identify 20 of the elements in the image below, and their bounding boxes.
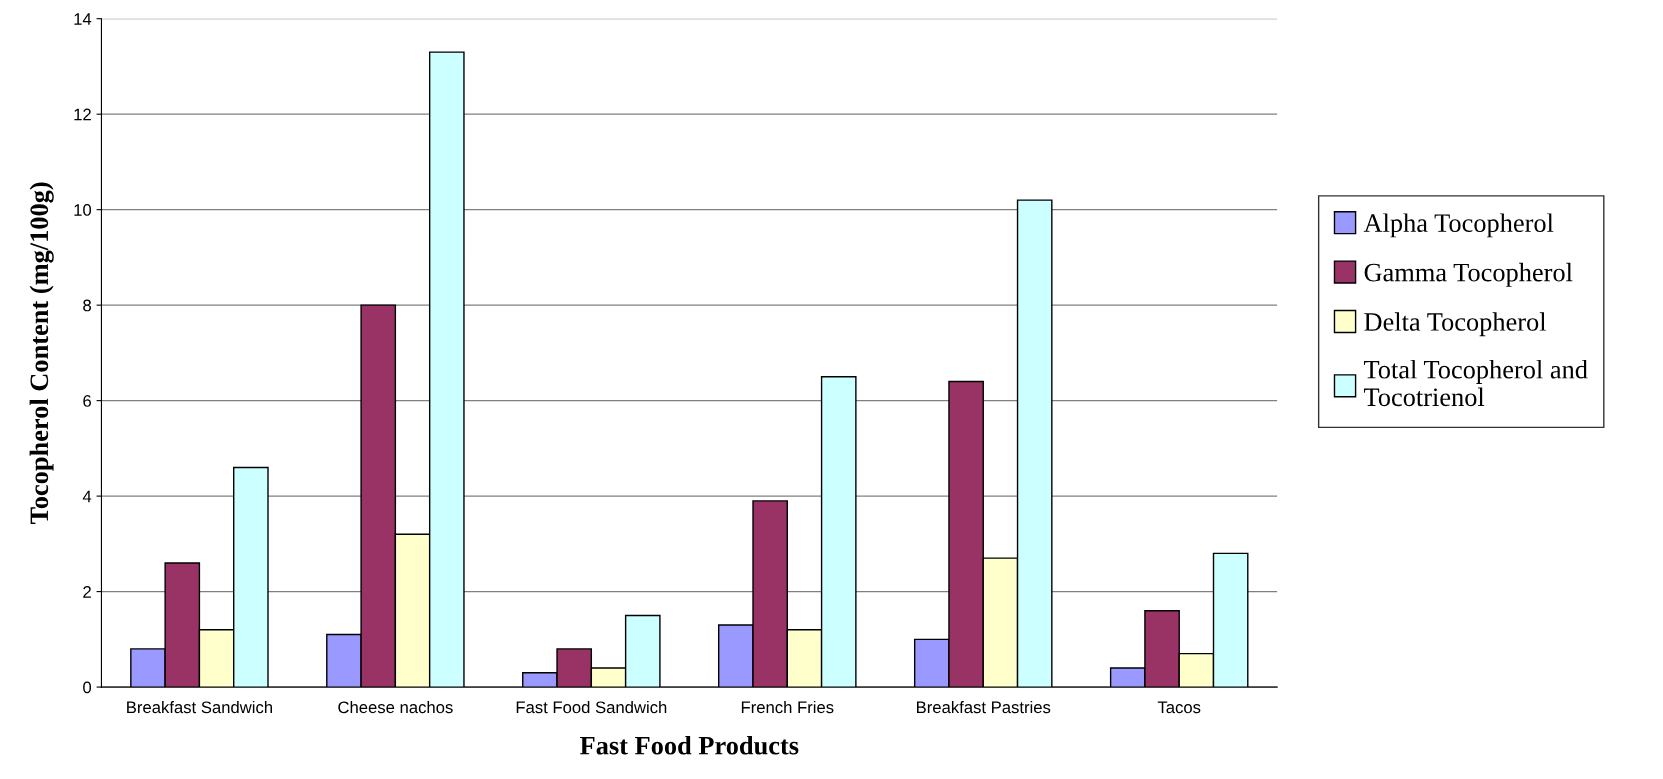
legend-label: Gamma Tocopherol bbox=[1364, 262, 1573, 287]
y-axis-title: Tocopherol Content (mg/100g) bbox=[29, 182, 54, 525]
x-tick-label: Breakfast Pastries bbox=[917, 700, 1051, 714]
x-tick-label: French Fries bbox=[741, 700, 834, 714]
y-tick-label: 12 bbox=[74, 108, 91, 121]
x-tick-label: Breakfast Sandwich bbox=[127, 700, 272, 714]
legend-label: Total Tocopherol and Tocotrienol bbox=[1363, 359, 1588, 407]
y-tick-label: 2 bbox=[83, 586, 91, 598]
y-tick-label: 14 bbox=[74, 13, 92, 25]
x-tick-label: Tacos bbox=[1157, 701, 1201, 714]
legend-label: Delta Tocopherol bbox=[1364, 312, 1547, 337]
x-tick-label: Fast Food Sandwich bbox=[516, 700, 667, 714]
y-tick-label: 8 bbox=[83, 299, 91, 312]
y-tick-label: 10 bbox=[74, 204, 92, 216]
legend-label: Alpha Tocopherol bbox=[1363, 213, 1554, 238]
y-tick-label: 6 bbox=[83, 395, 91, 407]
y-tick-label: 4 bbox=[82, 490, 92, 503]
x-tick-label: Cheese nachos bbox=[338, 700, 453, 714]
y-tick-label: 0 bbox=[83, 681, 92, 694]
x-axis-title: Fast Food Products bbox=[580, 735, 799, 755]
